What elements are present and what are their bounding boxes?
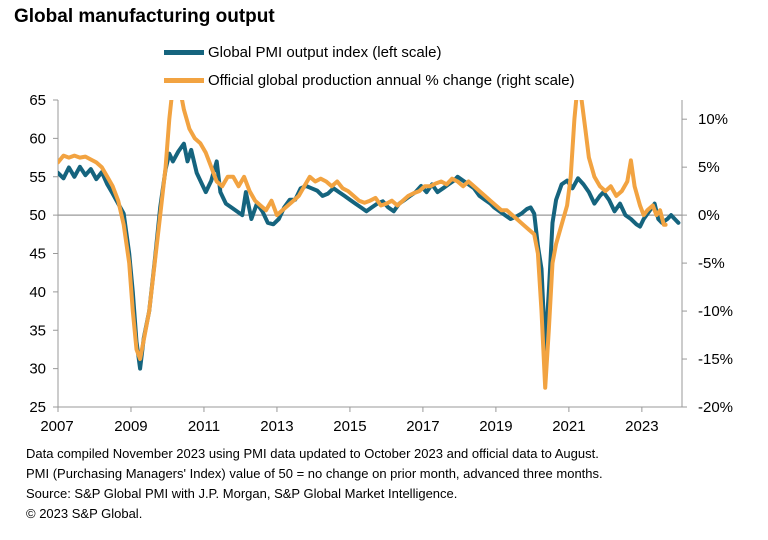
series-layer [58, 100, 681, 390]
y-right-tick-label: 5% [698, 159, 720, 176]
x-tick-label: 2007 [40, 418, 73, 435]
legend-label-pmi: Global PMI output index (left scale) [208, 43, 442, 61]
x-tick-label: 2011 [188, 418, 220, 435]
x-tick-label: 2015 [333, 418, 366, 435]
footnotes: Data compiled November 2023 using PMI da… [26, 444, 603, 524]
y-right-tick-label: -5% [698, 255, 725, 272]
chart-title: Global manufacturing output [14, 6, 275, 27]
y-right-tick-label: -20% [698, 399, 733, 416]
y-right-tick-label: -15% [698, 351, 733, 368]
legend-swatch-pmi [164, 49, 204, 55]
x-tick-label: 2023 [625, 418, 658, 435]
y-left-tick-label: 30 [29, 361, 46, 378]
footnote-copyright: © 2023 S&P Global. [26, 506, 143, 521]
axes [53, 99, 687, 412]
y-left-tick-label: 60 [29, 130, 46, 147]
footnote-data-compiled: Data compiled November 2023 using PMI da… [26, 446, 599, 461]
y-right-tick-label: 0% [698, 207, 720, 224]
y-left-tick-label: 45 [29, 246, 46, 263]
series-line-pmi [58, 141, 681, 371]
x-tick-label: 2013 [260, 418, 293, 435]
x-tick-label: 2019 [479, 418, 512, 435]
y-left-tick-label: 50 [29, 207, 46, 224]
legend-label-official: Official global production annual % chan… [208, 71, 575, 89]
footnote-pmi-definition: PMI (Purchasing Managers' Index) value o… [26, 466, 603, 481]
series-line-official [58, 100, 668, 390]
legend: Global PMI output index (left scale) Off… [164, 38, 575, 94]
y-right-tick-label: 10% [698, 111, 728, 128]
x-tick-label: 2021 [552, 418, 585, 435]
tick-labels: 25 30 35 40 45 50 55 60 65 -20% -15% -10% -5% 0% 5% 10%… [29, 92, 733, 435]
y-left-tick-label: 40 [29, 284, 46, 301]
y-right-tick-label: -10% [698, 303, 733, 320]
x-tick-label: 2009 [114, 418, 147, 435]
x-tick-label: 2017 [406, 418, 439, 435]
legend-item-official: Official global production annual % chan… [164, 66, 575, 94]
y-left-tick-label: 65 [29, 92, 46, 109]
y-left-tick-label: 25 [29, 399, 46, 416]
y-left-tick-label: 55 [29, 169, 46, 186]
footnote-source: Source: S&P Global PMI with J.P. Morgan,… [26, 486, 458, 501]
legend-item-pmi: Global PMI output index (left scale) [164, 38, 575, 66]
y-left-tick-label: 35 [29, 322, 46, 339]
legend-swatch-official [164, 77, 204, 83]
